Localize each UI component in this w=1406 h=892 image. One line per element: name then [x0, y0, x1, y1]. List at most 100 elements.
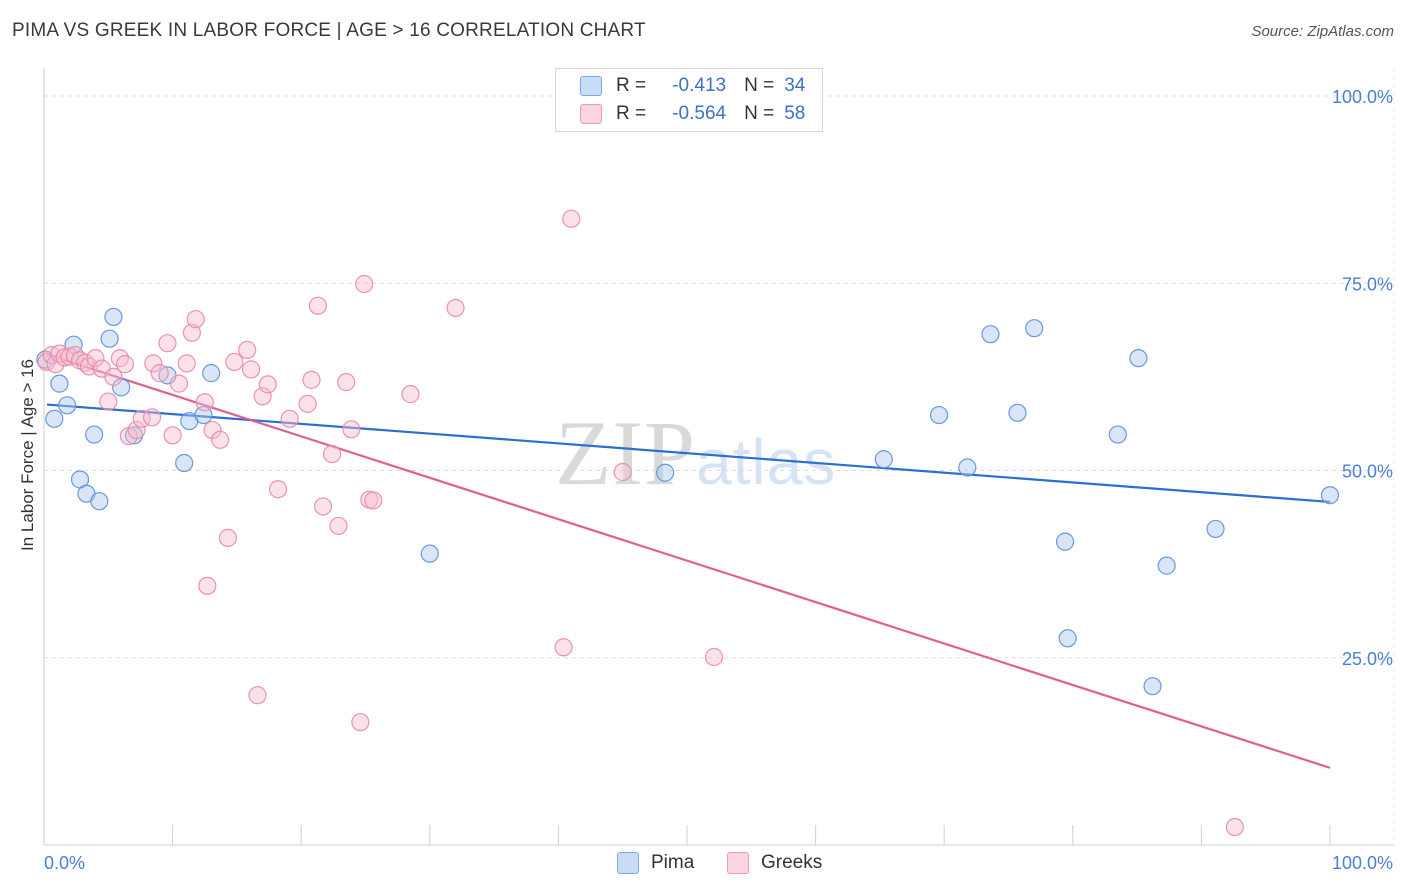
greeks-point [127, 420, 146, 440]
trend-lines [46, 353, 1331, 769]
greeks-point [241, 360, 261, 379]
pima-point [656, 463, 675, 482]
legend-r-value: -0.413 [672, 75, 727, 96]
pima-trend-line [46, 403, 1331, 504]
legend-item-pima[interactable]: Pima [617, 852, 694, 874]
greeks-point [104, 367, 123, 386]
greeks-point [238, 340, 257, 360]
greeks-point [446, 298, 465, 318]
greeks-point [163, 426, 182, 445]
pima-point [202, 364, 221, 383]
x-tick-label-max: 100.0% [1332, 853, 1393, 873]
pima-swatch [580, 76, 602, 96]
pima-point [1129, 349, 1148, 368]
y-tick-label: 25.0% [1342, 649, 1393, 669]
greeks-point [169, 374, 189, 393]
legend-item-greeks[interactable]: Greeks [727, 852, 822, 874]
greeks-point [562, 209, 581, 228]
pima-point [874, 450, 893, 469]
greeks-point [308, 296, 328, 315]
legend-n-label: N = [744, 75, 775, 96]
axes [43, 68, 1395, 846]
greeks-point [554, 638, 573, 657]
greeks-point [337, 373, 356, 392]
greeks-point [280, 409, 299, 428]
greeks-point [203, 420, 222, 440]
greeks-point [364, 491, 383, 510]
greeks-point [298, 394, 317, 413]
pima-point [1058, 629, 1077, 648]
legend-n-value: 58 [784, 103, 806, 124]
greeks-point [401, 385, 420, 404]
legend-r-value: -0.564 [672, 103, 727, 124]
greeks-point [195, 393, 214, 412]
greeks-point [158, 334, 177, 353]
greeks-point [351, 713, 370, 732]
pima-point [1143, 677, 1162, 696]
pima-point [1025, 319, 1044, 338]
y-tick-label: 100.0% [1332, 87, 1393, 107]
greeks-point [198, 576, 217, 595]
pima-point [958, 458, 977, 477]
greeks-point [253, 387, 272, 406]
legend-r-label: R = [616, 75, 647, 96]
greeks-point [322, 444, 342, 464]
source-label: Source: ZipAtlas.com [1251, 23, 1394, 40]
greeks-point [268, 480, 288, 499]
greeks-point [150, 364, 169, 383]
greeks-point [86, 349, 105, 368]
legend-n-value: 34 [784, 75, 806, 96]
greeks-trend-line [46, 353, 1331, 769]
legend-greeks-label: Greeks [761, 852, 823, 873]
pima-point [1008, 403, 1027, 422]
greeks-point [1225, 817, 1244, 837]
greeks-point [342, 420, 361, 439]
greeks-point [182, 323, 201, 342]
greeks-point [115, 355, 135, 374]
pima-point [1108, 425, 1127, 444]
legend-row-greeks: R = -0.564 N = 58 [580, 102, 805, 126]
pima-point [58, 396, 77, 415]
greeks-point [704, 647, 724, 667]
greeks-point [258, 375, 277, 394]
greeks-point [142, 408, 162, 427]
series-legend: Pima Greeks [0, 852, 1406, 878]
legend-pima-label: Pima [651, 852, 695, 873]
tick-labels: 25.0% 50.0% 75.0% 100.0% 0.0% 100.0% [44, 87, 1393, 873]
pima-point [90, 492, 109, 511]
pima-point [1320, 486, 1340, 505]
greeks-point [110, 349, 129, 368]
greeks-point [177, 354, 196, 373]
pima-point [1206, 519, 1225, 539]
greeks-point [218, 528, 237, 548]
greeks-point [329, 516, 348, 536]
pima-swatch [617, 852, 639, 874]
pima-point [104, 307, 123, 327]
x-tick-label-min: 0.0% [44, 853, 85, 873]
chart-title: PIMA VS GREEK IN LABOR FORCE | AGE > 16 … [12, 20, 646, 41]
pima-point [85, 425, 104, 444]
greeks-point [355, 274, 374, 294]
pima-point [981, 325, 1000, 344]
greeks-point [613, 462, 632, 482]
greeks-swatch [580, 104, 602, 124]
greeks-point [313, 497, 333, 516]
pima-point [45, 409, 64, 428]
greeks-swatch [727, 852, 749, 874]
pima-point [929, 405, 949, 425]
data-points [36, 209, 1340, 837]
greeks-point [65, 346, 84, 365]
greeks-point [186, 310, 205, 329]
greeks-point [211, 430, 230, 449]
greeks-point [225, 352, 244, 371]
greeks-point [248, 686, 267, 705]
legend-row-pima: R = -0.413 N = 34 [580, 74, 805, 98]
pima-point [50, 374, 69, 393]
greeks-point [46, 355, 65, 374]
y-tick-label: 75.0% [1342, 274, 1393, 294]
pima-point [1157, 556, 1176, 575]
y-tick-label: 50.0% [1342, 462, 1393, 482]
pima-point [420, 544, 439, 563]
legend-r-label: R = [616, 103, 647, 124]
